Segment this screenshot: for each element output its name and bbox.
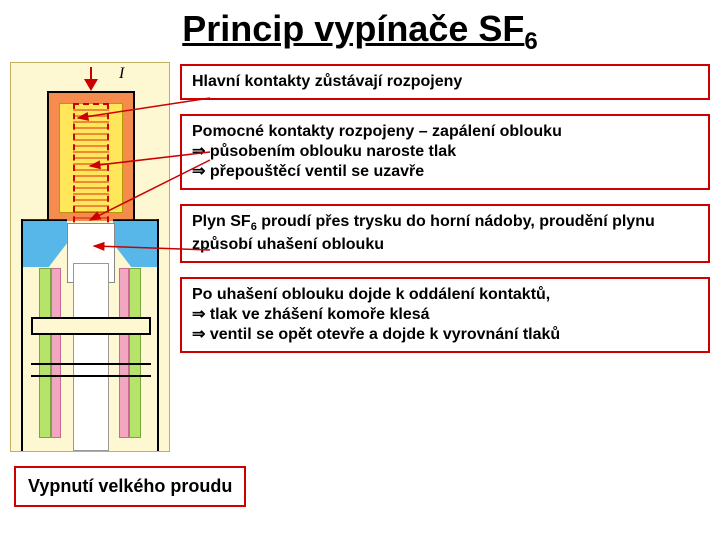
moving-stem: [73, 263, 109, 451]
note-text: ⇒ působením oblouku naroste tlak: [192, 142, 698, 162]
outer-wall-right: [157, 219, 159, 451]
arc-region: [73, 103, 109, 243]
diagram-column: I: [10, 60, 170, 452]
note-text: Plyn SF6 proudí přes trysku do horní nád…: [192, 213, 655, 253]
page-title: Princip vypínače SF6: [0, 0, 720, 60]
note-text: ⇒ ventil se opět otevře a dojde k vyrovn…: [192, 325, 698, 345]
current-symbol: I: [119, 65, 124, 83]
note-text: ⇒ přepouštěcí ventil se uzavře: [192, 162, 698, 182]
note-text: Hlavní kontakty zůstávají rozpojeny: [192, 73, 462, 90]
note-text: Po uhašení oblouku dojde k oddálení kont…: [192, 285, 698, 305]
note-box-1: Hlavní kontakty zůstávají rozpojeny: [180, 64, 710, 100]
valve-ring-upper: [31, 317, 151, 335]
guide-pink-left: [51, 268, 61, 438]
note-box-3: Plyn SF6 proudí přes trysku do horní nád…: [180, 204, 710, 263]
guide-pink-right: [119, 268, 129, 438]
current-arrow-icon: [86, 67, 96, 91]
bottom-caption: Vypnutí velkého proudu: [28, 476, 232, 496]
valve-ring-lower: [31, 363, 151, 377]
guide-green-right: [129, 268, 141, 438]
outer-wall-left: [21, 219, 23, 451]
note-text: Pomocné kontakty rozpojeny – zapálení ob…: [192, 122, 698, 142]
guide-green-left: [39, 268, 51, 438]
sf6-breaker-diagram: I: [10, 62, 170, 452]
note-box-2: Pomocné kontakty rozpojeny – zapálení ob…: [180, 114, 710, 190]
note-text: ⇒ tlak ve zhášení komoře klesá: [192, 305, 698, 325]
main-row: I Hlavní kontakty zůstávají rozpojeny Po…: [0, 60, 720, 452]
chamber-shoulder-right: [113, 219, 159, 267]
chamber-shoulder-left: [21, 219, 67, 267]
text-column: Hlavní kontakty zůstávají rozpojeny Pomo…: [180, 60, 710, 452]
note-box-4: Po uhašení oblouku dojde k oddálení kont…: [180, 277, 710, 353]
bottom-caption-box: Vypnutí velkého proudu: [14, 466, 246, 507]
